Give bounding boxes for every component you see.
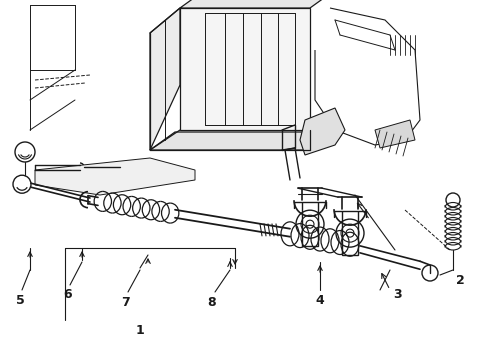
Text: 7: 7 bbox=[121, 296, 129, 309]
Polygon shape bbox=[180, 0, 335, 8]
Polygon shape bbox=[150, 132, 335, 150]
Polygon shape bbox=[300, 108, 345, 155]
Text: 8: 8 bbox=[208, 296, 216, 309]
Polygon shape bbox=[150, 8, 180, 150]
Text: 5: 5 bbox=[16, 293, 24, 306]
Polygon shape bbox=[375, 120, 415, 148]
Text: 2: 2 bbox=[456, 274, 465, 287]
Polygon shape bbox=[35, 158, 195, 195]
Text: 4: 4 bbox=[316, 293, 324, 306]
Text: 3: 3 bbox=[393, 288, 402, 302]
Polygon shape bbox=[180, 8, 310, 130]
Text: 6: 6 bbox=[64, 288, 73, 302]
Text: 1: 1 bbox=[136, 324, 145, 337]
